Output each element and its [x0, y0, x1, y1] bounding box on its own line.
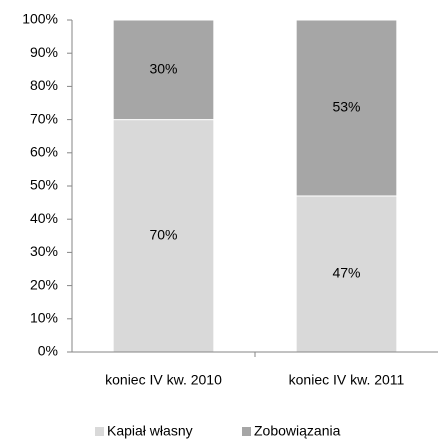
value-label: 53%	[332, 99, 360, 115]
legend-label: Kapiał własny	[107, 423, 193, 439]
x-tick-label: koniec IV kw. 2010	[105, 372, 222, 388]
legend-swatch	[242, 427, 251, 436]
y-tick-label: 70%	[30, 110, 58, 126]
y-tick-label: 0%	[38, 343, 58, 359]
y-tick-label: 30%	[30, 243, 58, 259]
value-label: 47%	[332, 265, 360, 281]
y-tick-label: 50%	[30, 177, 58, 193]
bar-segment	[295, 195, 398, 353]
y-tick-label: 80%	[30, 77, 58, 93]
bar-segment	[295, 19, 398, 197]
y-tick-label: 10%	[30, 310, 58, 326]
y-tick-label: 20%	[30, 276, 58, 292]
legend-label: Zobowiązania	[254, 423, 341, 439]
x-tick-label: koniec IV kw. 2011	[289, 372, 405, 388]
y-tick-label: 40%	[30, 210, 58, 226]
value-label: 30%	[149, 61, 177, 77]
bar-segment	[112, 19, 215, 121]
y-tick-label: 100%	[22, 11, 58, 27]
y-tick-label: 60%	[30, 144, 58, 160]
y-tick-label: 90%	[30, 44, 58, 60]
bar-segment	[112, 119, 215, 353]
legend-swatch	[95, 427, 104, 436]
value-label: 70%	[149, 227, 177, 243]
